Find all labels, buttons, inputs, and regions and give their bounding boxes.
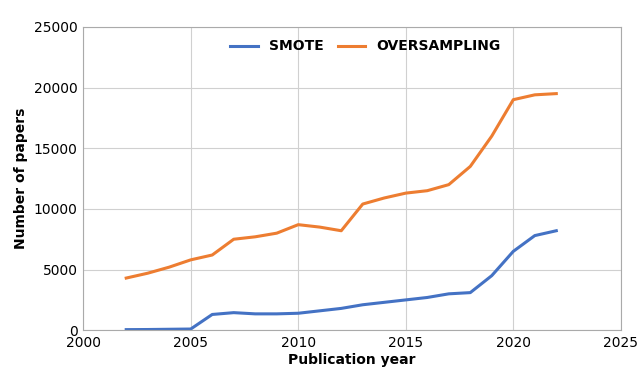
- SMOTE: [552, 228, 560, 233]
- SMOTE: [531, 233, 539, 238]
- OVERSAMPLING: [402, 191, 410, 195]
- SMOTE: [209, 312, 216, 317]
- SMOTE: [252, 311, 259, 316]
- SMOTE: [273, 311, 280, 316]
- SMOTE: [488, 273, 495, 278]
- Y-axis label: Number of papers: Number of papers: [14, 108, 28, 249]
- OVERSAMPLING: [122, 276, 130, 280]
- Line: OVERSAMPLING: OVERSAMPLING: [126, 94, 556, 278]
- OVERSAMPLING: [273, 231, 280, 235]
- SMOTE: [294, 311, 302, 316]
- SMOTE: [122, 327, 130, 332]
- OVERSAMPLING: [424, 189, 431, 193]
- OVERSAMPLING: [509, 98, 517, 102]
- OVERSAMPLING: [337, 228, 345, 233]
- SMOTE: [467, 290, 474, 295]
- SMOTE: [316, 308, 324, 313]
- OVERSAMPLING: [359, 202, 367, 206]
- OVERSAMPLING: [165, 265, 173, 270]
- OVERSAMPLING: [187, 258, 195, 262]
- SMOTE: [359, 303, 367, 307]
- OVERSAMPLING: [488, 134, 495, 138]
- SMOTE: [424, 295, 431, 300]
- OVERSAMPLING: [316, 225, 324, 229]
- OVERSAMPLING: [252, 235, 259, 239]
- OVERSAMPLING: [467, 164, 474, 169]
- OVERSAMPLING: [552, 91, 560, 96]
- OVERSAMPLING: [144, 271, 152, 275]
- OVERSAMPLING: [380, 196, 388, 200]
- SMOTE: [187, 327, 195, 331]
- OVERSAMPLING: [209, 253, 216, 257]
- OVERSAMPLING: [445, 182, 452, 187]
- OVERSAMPLING: [294, 222, 302, 227]
- SMOTE: [337, 306, 345, 311]
- OVERSAMPLING: [531, 93, 539, 97]
- SMOTE: [144, 327, 152, 332]
- SMOTE: [402, 298, 410, 302]
- SMOTE: [380, 300, 388, 305]
- SMOTE: [445, 291, 452, 296]
- OVERSAMPLING: [230, 237, 237, 242]
- SMOTE: [165, 327, 173, 331]
- X-axis label: Publication year: Publication year: [288, 353, 416, 367]
- Line: SMOTE: SMOTE: [126, 231, 556, 329]
- SMOTE: [230, 310, 237, 315]
- SMOTE: [509, 249, 517, 254]
- Legend: SMOTE, OVERSAMPLING: SMOTE, OVERSAMPLING: [225, 34, 506, 59]
